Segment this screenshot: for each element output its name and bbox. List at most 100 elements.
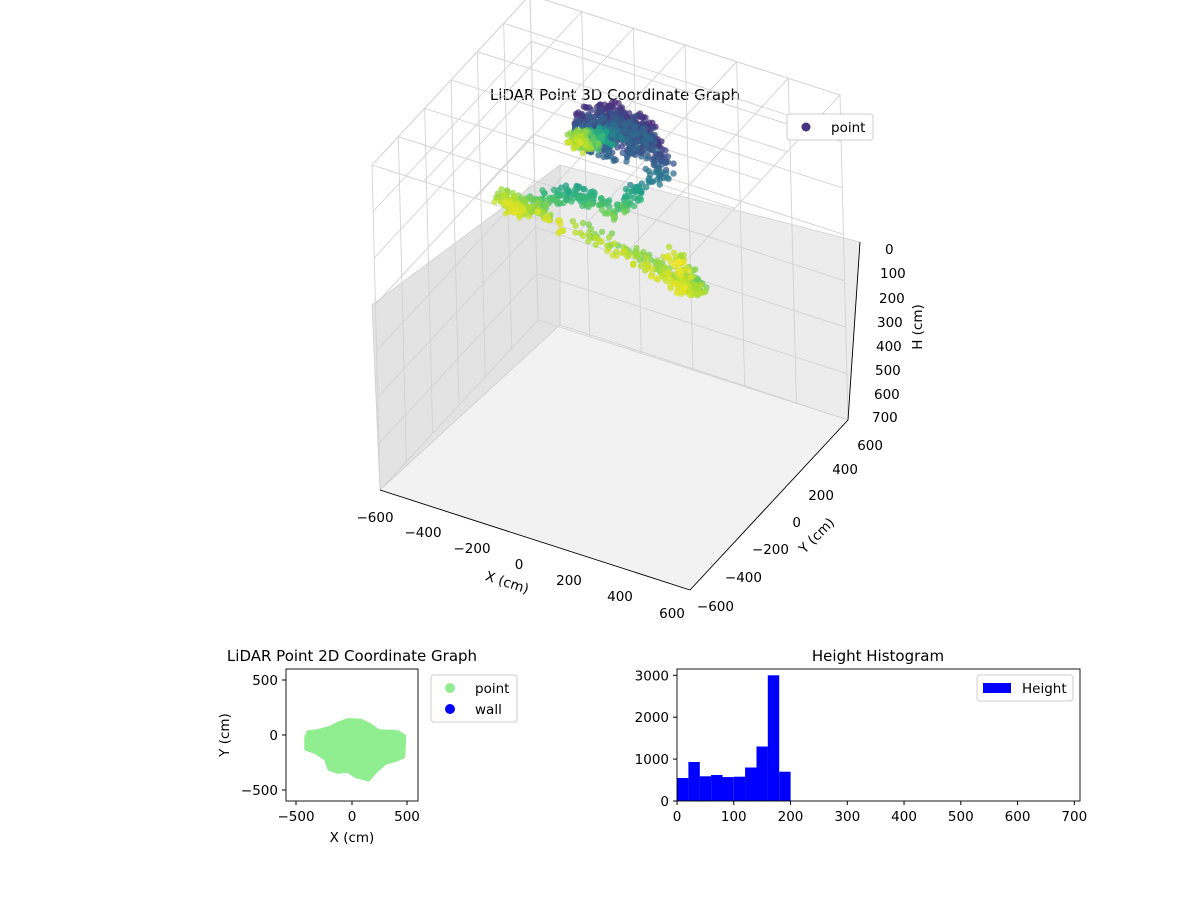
point-3d <box>633 186 640 194</box>
point-3d <box>626 193 633 200</box>
point-3d <box>665 269 672 276</box>
point-cloud-3d <box>491 99 710 299</box>
y-tick-label: 400 <box>832 462 858 478</box>
point-3d <box>498 186 505 193</box>
point-3d <box>544 213 551 220</box>
point-3d <box>656 181 663 188</box>
x-axis-line-3d <box>379 489 691 591</box>
grid-line-z <box>378 273 847 444</box>
point-3d <box>640 248 647 256</box>
z-tick-label: 300 <box>877 315 903 331</box>
y-tick-label: −200 <box>752 542 789 558</box>
point-3d <box>694 276 702 283</box>
point-3d <box>613 248 620 255</box>
plot-3d-title: LiDAR Point 3D Coordinate Graph <box>490 86 740 104</box>
x-tick-label: −400 <box>404 525 441 541</box>
y-tick-label-2d: 500 <box>252 673 278 689</box>
point-3d <box>657 151 664 159</box>
histogram-x-tick-label: 0 <box>673 809 682 825</box>
histogram-x-tick-label: 400 <box>891 809 917 825</box>
y-tick-label: 200 <box>808 488 834 504</box>
point-3d <box>594 140 601 147</box>
point-3d <box>614 127 621 134</box>
y-tick-label: 600 <box>857 438 883 454</box>
point-3d <box>566 139 573 146</box>
point-3d <box>651 160 658 168</box>
point-3d <box>598 206 606 214</box>
histogram-bar <box>767 675 780 801</box>
point-3d <box>670 170 677 177</box>
point-3d <box>670 249 678 256</box>
y-tick-label: −400 <box>725 570 762 586</box>
point-3d <box>642 114 649 121</box>
point-3d <box>676 258 683 265</box>
point-3d <box>637 196 645 203</box>
point-3d <box>609 212 617 219</box>
y-axis-label-2d: Y (cm) <box>217 713 233 758</box>
z-ticks-3d: 0 100 200 300 400 500 600 700 H (cm) <box>872 242 926 426</box>
x-axis-label-2d: X (cm) <box>330 830 375 846</box>
histogram-x-tick-label: 700 <box>1061 809 1087 825</box>
point-3d <box>577 230 584 237</box>
point-3d <box>661 264 669 271</box>
x-tick-label: −600 <box>356 510 393 526</box>
point-3d <box>648 271 656 278</box>
histogram-y-tick-label: 2000 <box>635 710 669 726</box>
histogram-bar <box>779 771 791 801</box>
point-3d <box>555 187 562 194</box>
point-3d <box>622 193 629 200</box>
point-3d <box>592 241 599 248</box>
point-3d <box>634 144 641 151</box>
y-tick-label: −600 <box>697 599 734 615</box>
point-3d <box>681 284 688 291</box>
y-tick-label-2d: 0 <box>269 728 278 744</box>
point-3d <box>591 113 598 121</box>
point-3d <box>701 288 708 296</box>
point-3d <box>608 130 616 137</box>
y-tick-label-2d: −500 <box>241 783 278 799</box>
point-3d <box>617 133 624 141</box>
histogram-x-tick-label: 500 <box>948 809 974 825</box>
point-3d <box>686 274 694 281</box>
point-3d <box>582 137 590 144</box>
grid-line-z <box>371 0 841 166</box>
point-3d <box>649 125 656 132</box>
histogram-title: Height Histogram <box>812 647 944 665</box>
point-3d <box>582 142 590 149</box>
point-3d <box>577 118 584 125</box>
point-3d <box>697 281 705 288</box>
point-3d <box>569 218 576 225</box>
point-3d <box>625 188 632 195</box>
point-3d <box>589 201 596 208</box>
point-3d <box>592 234 599 242</box>
z-axis-line-3d <box>847 241 861 421</box>
histogram-bar <box>699 776 712 801</box>
point-3d <box>643 155 650 162</box>
histogram-y-tick-label: 0 <box>660 794 669 810</box>
point-3d <box>598 106 606 114</box>
histogram-x-tick-label: 200 <box>778 809 804 825</box>
x-tick-label-2d: −500 <box>277 809 314 825</box>
point-3d <box>621 209 628 216</box>
point-3d <box>676 266 683 273</box>
point-3d <box>611 240 618 247</box>
point-3d <box>572 186 579 193</box>
point-3d <box>623 198 630 206</box>
point-3d <box>618 104 626 111</box>
legend-2d-wall-marker <box>445 704 455 714</box>
x-tick-label-2d: 0 <box>348 809 357 825</box>
point-3d <box>618 115 625 122</box>
point-3d <box>630 260 637 267</box>
y-tick-label: 0 <box>792 515 801 531</box>
legend-3d-marker <box>801 122 811 132</box>
legend-histogram-swatch <box>983 683 1011 693</box>
histogram-bars <box>677 675 791 801</box>
grid-line-z <box>373 87 843 259</box>
point-3d <box>610 121 618 129</box>
point-region-2d <box>304 718 407 782</box>
point-3d <box>621 247 628 255</box>
z-tick-label: 400 <box>876 339 902 355</box>
x-tick-label: 600 <box>659 606 685 622</box>
point-3d <box>625 251 633 258</box>
